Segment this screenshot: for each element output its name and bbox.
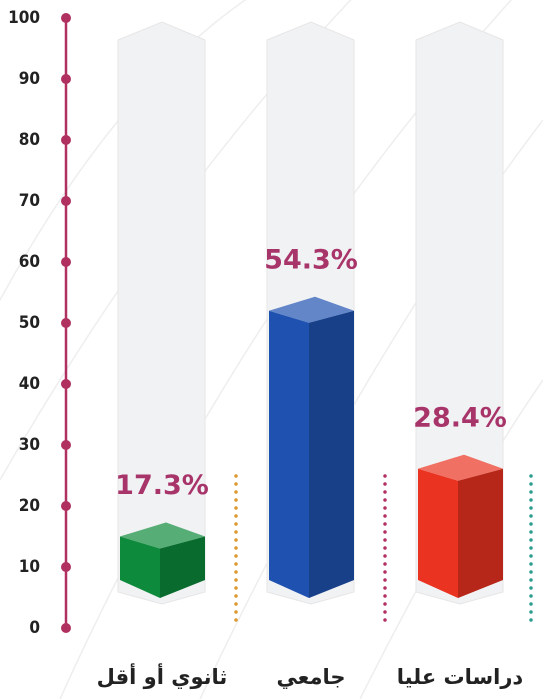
bar-left-face xyxy=(269,310,309,598)
bar-top-light xyxy=(269,296,354,323)
y-tick-label: 60 xyxy=(19,252,40,272)
bar-right-shade xyxy=(458,468,503,598)
x-tick-label: ثانوي أو أقل xyxy=(97,662,228,690)
tick-dot xyxy=(61,74,71,84)
y-tick-label: 50 xyxy=(19,313,40,333)
y-tick-label: 100 xyxy=(8,8,40,28)
bar-top-light xyxy=(418,454,503,481)
bar-top-face xyxy=(120,522,205,549)
tick-dot xyxy=(61,623,71,633)
value-label: 17.3% xyxy=(115,470,209,501)
bar-top-face xyxy=(418,454,503,481)
y-tick-label: 20 xyxy=(19,496,40,516)
tick-dot xyxy=(61,379,71,389)
tick-dot xyxy=(61,501,71,511)
bar-left-face xyxy=(418,468,458,598)
tick-dot xyxy=(61,440,71,450)
bar-right-face xyxy=(160,536,205,598)
x-tick-label: جامعي xyxy=(276,665,345,689)
y-tick-label: 80 xyxy=(19,130,40,150)
bar-right-face xyxy=(309,310,354,598)
dotted-separators xyxy=(234,474,533,630)
bar-right-face xyxy=(458,468,503,598)
bar-right-shade xyxy=(160,536,205,598)
y-tick-label: 30 xyxy=(19,435,40,455)
bar-top-face xyxy=(269,296,354,323)
y-tick-label: 70 xyxy=(19,191,40,211)
y-tick-label: 90 xyxy=(19,69,40,89)
value-label: 54.3% xyxy=(264,244,358,275)
y-tick-label: 40 xyxy=(19,374,40,394)
bar-right-shade xyxy=(309,310,354,598)
tick-dot xyxy=(61,135,71,145)
tick-dot xyxy=(61,13,71,23)
value-label: 28.4% xyxy=(413,402,507,433)
tick-dot xyxy=(61,318,71,328)
bar-top-light xyxy=(120,522,205,549)
tick-dot xyxy=(61,257,71,267)
x-tick-label: دراسات عليا xyxy=(397,665,524,689)
bar-left-face xyxy=(120,536,160,598)
y-tick-label: 0 xyxy=(29,618,40,638)
tick-dot xyxy=(61,196,71,206)
y-tick-label: 10 xyxy=(19,557,40,577)
tick-dot xyxy=(61,562,71,572)
